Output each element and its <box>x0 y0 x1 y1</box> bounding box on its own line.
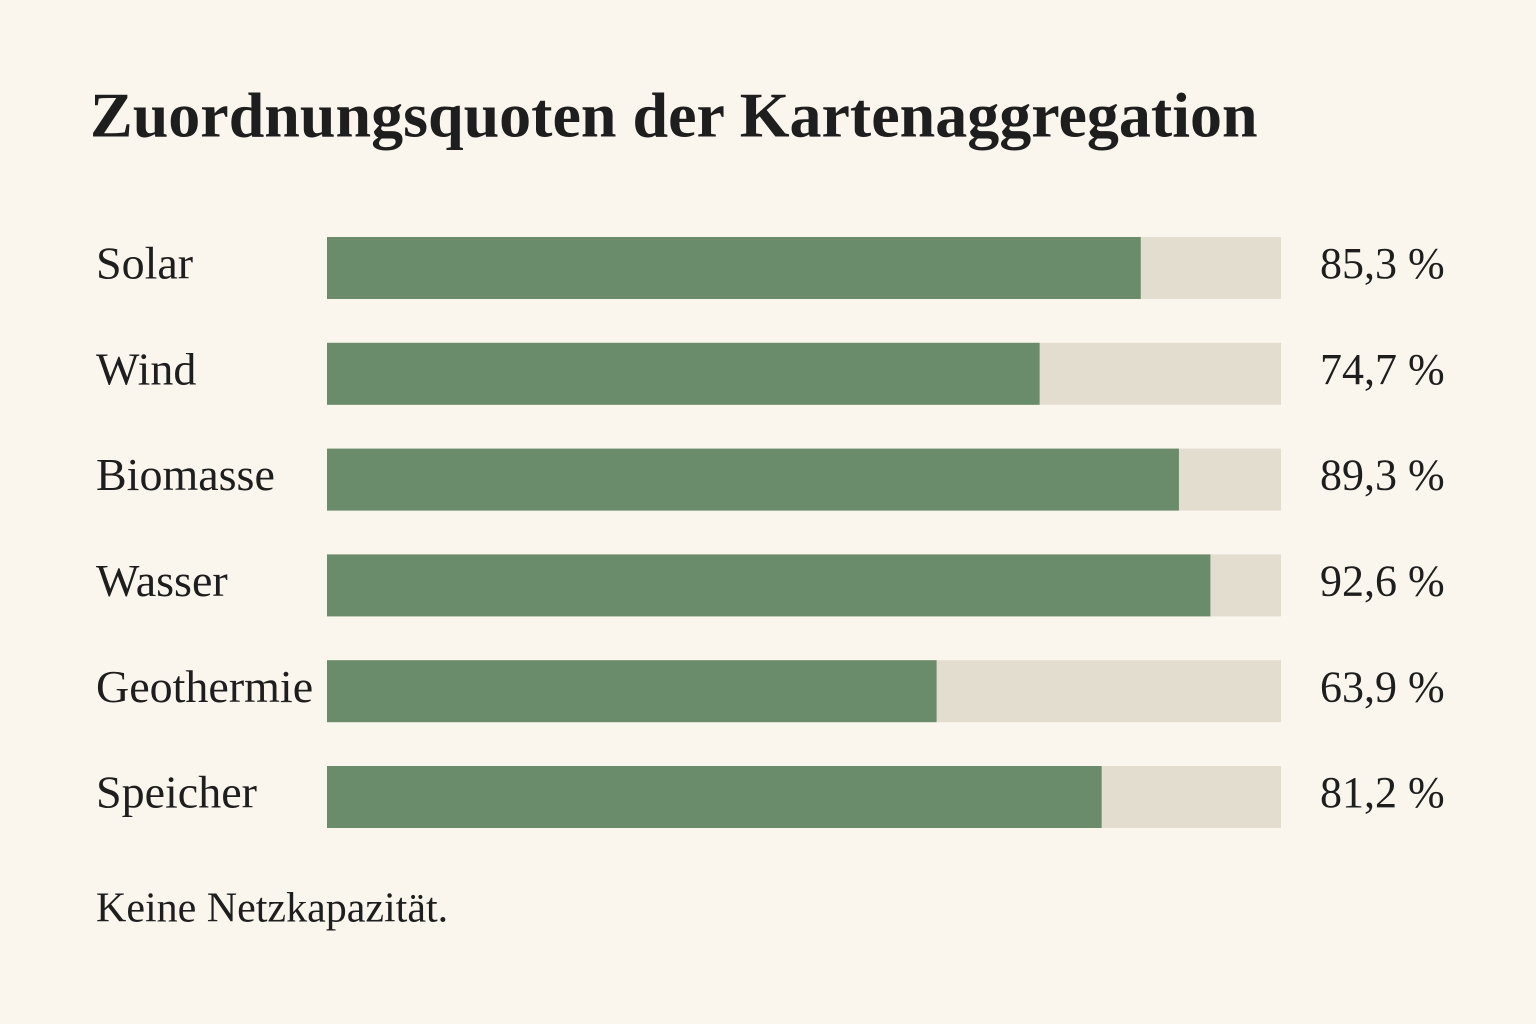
value-label: 92,6 % <box>1320 556 1445 605</box>
value-label: 89,3 % <box>1320 451 1445 500</box>
footnote: Keine Netzkapazität. <box>96 886 448 932</box>
value-label: 63,9 % <box>1320 662 1445 711</box>
bar <box>327 554 1211 617</box>
value-label: 85,3 % <box>1320 239 1445 288</box>
bar <box>327 448 1179 511</box>
category-label: Geothermie <box>96 661 313 712</box>
bar <box>327 766 1102 828</box>
value-label: 81,2 % <box>1320 768 1445 817</box>
category-label: Speicher <box>96 767 257 818</box>
chart-title: Zuordnungsquoten der Kartenaggregation <box>90 80 1258 151</box>
category-label: Biomasse <box>96 449 275 500</box>
bar <box>327 342 1040 405</box>
value-label: 74,7 % <box>1320 345 1445 394</box>
category-label: Wasser <box>96 555 228 606</box>
category-label: Solar <box>96 238 193 289</box>
bar <box>327 660 937 723</box>
bar <box>327 237 1141 299</box>
category-label: Wind <box>96 343 196 394</box>
